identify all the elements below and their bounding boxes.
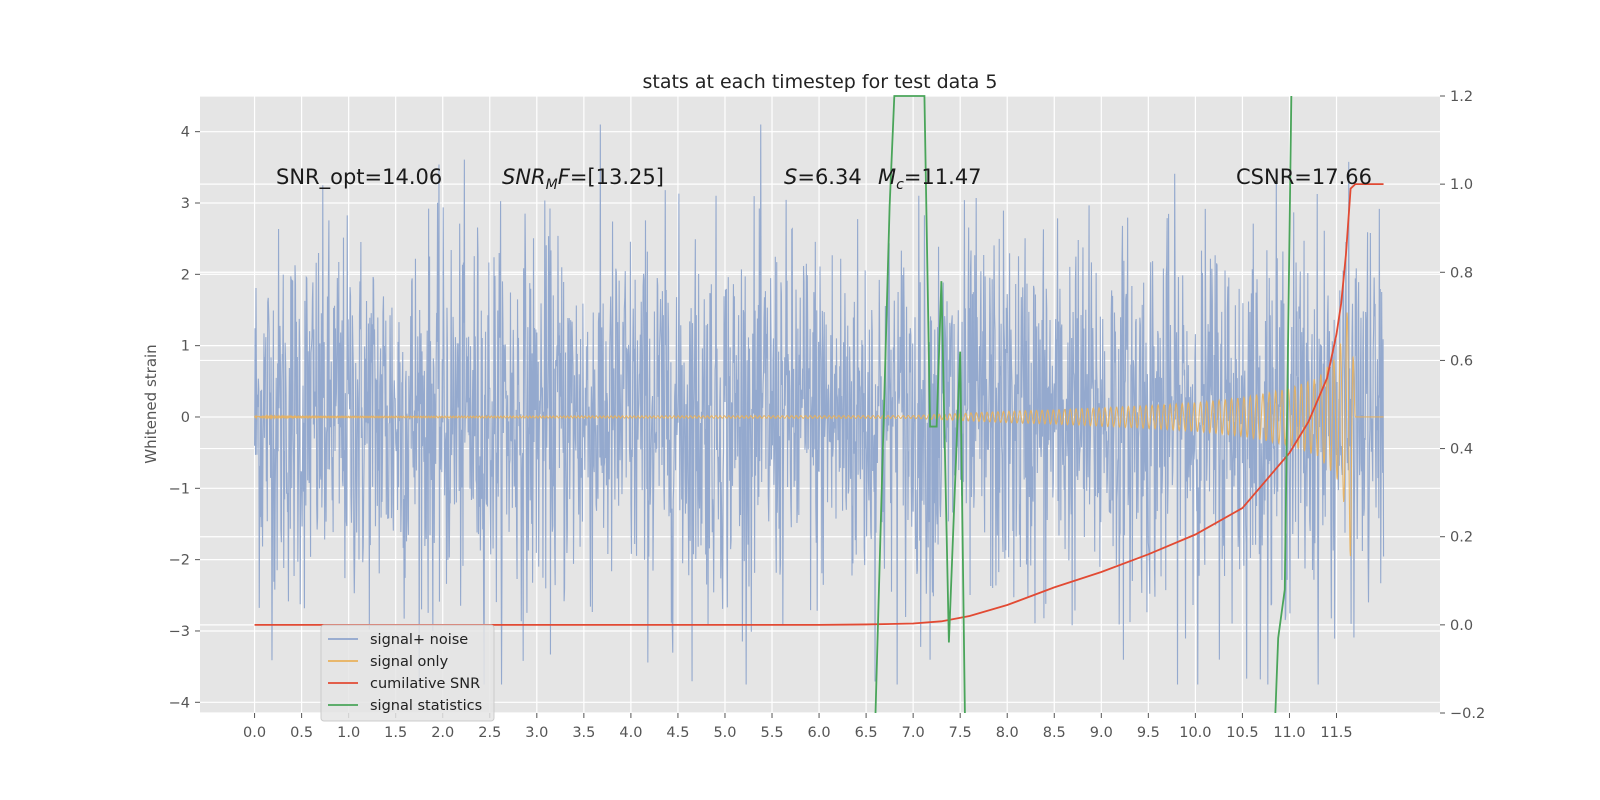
x-tick-label: 8.5: [1043, 725, 1066, 741]
y2-tick-label: 0.8: [1450, 265, 1473, 281]
y-tick-label: 1: [181, 339, 190, 355]
signal-statistics-line: [874, 95, 1293, 714]
y-tick-label: 2: [181, 267, 190, 283]
x-tick-label: 3.5: [572, 725, 595, 741]
x-tick-label: 11.0: [1273, 725, 1305, 741]
legend-item-signal-only: signal only: [328, 654, 449, 670]
right-y-axis-ticks: −0.2 0.0 0.2 0.4 0.6 0.8 1.0 1.2: [1440, 89, 1485, 722]
signal-only-line: [254, 312, 1384, 557]
legend-label-signal-plus-noise: signal+ noise: [370, 632, 468, 648]
x-tick-label: 1.5: [384, 725, 407, 741]
x-tick-label: 4.0: [619, 725, 642, 741]
x-tick-label: 10.5: [1226, 725, 1258, 741]
annotation-mc-sub: c: [896, 177, 904, 193]
legend-item-signal-statistics: signal statistics: [328, 698, 482, 714]
legend-label-cumulative-snr: cumilative SNR: [370, 676, 480, 692]
annotation-mc: Mc=11.47: [878, 165, 982, 193]
series-cumulative-snr: [254, 183, 1384, 626]
annotation-snr-mf-value: =[13.25]: [570, 165, 664, 189]
annotation-mc-symbol: M: [878, 165, 896, 189]
x-tick-label: 0.5: [290, 725, 313, 741]
legend-label-signal-statistics: signal statistics: [370, 698, 482, 714]
y-tick-label: 0: [181, 410, 190, 426]
y2-tick-label: 0.4: [1450, 442, 1473, 458]
x-tick-label: 2.0: [431, 725, 454, 741]
y-tick-label: −4: [169, 695, 190, 711]
x-tick-label: 6.0: [808, 725, 831, 741]
cumulative-snr-line: [254, 183, 1384, 626]
annotation-csnr: CSNR=17.66: [1236, 165, 1372, 189]
chart-title: stats at each timestep for test data 5: [642, 71, 997, 93]
x-tick-label: 5.5: [760, 725, 783, 741]
annotation-snr-mf-base: SNR: [502, 165, 546, 189]
annotation-s-value: =6.34: [797, 165, 861, 189]
signal-plus-noise-line: [254, 124, 1385, 685]
x-tick-label: 5.0: [713, 725, 736, 741]
annotation-snr-opt: SNR_opt=14.06: [276, 165, 442, 190]
x-tick-label: 3.0: [525, 725, 548, 741]
x-tick-label: 7.5: [949, 725, 972, 741]
y2-tick-label: 0.0: [1450, 618, 1473, 634]
annotation-s-symbol: S: [784, 165, 797, 189]
x-tick-label: 8.0: [996, 725, 1019, 741]
annotation-snr-mf: SNRMF=[13.25]: [502, 165, 664, 193]
y-tick-label: 4: [181, 125, 190, 141]
x-tick-label: 9.0: [1090, 725, 1113, 741]
y-axis-label: Whitened strain: [142, 344, 160, 463]
legend: signal+ noise signal only cumilative SNR…: [320, 624, 495, 722]
x-axis-ticks: 0.0 0.5 1.0 1.5 2.0 2.5 3.0 3.5 4.0 4.5 5.0 5.5 6.0 6…: [243, 713, 1353, 741]
y-tick-label: −3: [169, 624, 190, 640]
x-tick-label: 7.0: [902, 725, 925, 741]
legend-box: [320, 624, 495, 722]
x-tick-label: 2.5: [478, 725, 501, 741]
legend-label-signal-only: signal only: [370, 654, 449, 670]
y2-tick-label: 1.2: [1450, 89, 1473, 105]
series-signal-statistics: [874, 95, 1293, 714]
x-tick-label: 1.0: [337, 725, 360, 741]
y2-tick-label: 1.0: [1450, 177, 1473, 193]
x-tick-label: 10.0: [1179, 725, 1211, 741]
y-tick-label: −2: [169, 553, 190, 569]
x-tick-label: 6.5: [855, 725, 878, 741]
x-tick-label: 9.5: [1137, 725, 1160, 741]
y-axis-ticks: −4 −3 −2 −1 0 1 2 3 4: [169, 125, 200, 711]
y2-tick-label: −0.2: [1450, 706, 1485, 722]
x-tick-label: 0.0: [243, 725, 266, 741]
y-tick-label: 3: [181, 196, 190, 212]
legend-item-cumulative-snr: cumilative SNR: [328, 676, 480, 692]
series-signal-plus-noise: [254, 124, 1385, 685]
annotation-snr-mf-sub: M: [546, 177, 558, 193]
annotation-s: S=6.34: [784, 165, 862, 189]
y-tick-label: −1: [169, 481, 190, 497]
annotation-snr-mf-tail: F: [558, 165, 571, 189]
legend-item-signal-plus-noise: signal+ noise: [328, 632, 468, 648]
x-tick-label: 4.5: [666, 725, 689, 741]
series-signal-only: [254, 312, 1384, 557]
y2-tick-label: 0.6: [1450, 353, 1473, 369]
x-tick-label: 11.5: [1320, 725, 1352, 741]
annotation-mc-value: =11.47: [904, 165, 982, 189]
y2-tick-label: 0.2: [1450, 530, 1473, 546]
